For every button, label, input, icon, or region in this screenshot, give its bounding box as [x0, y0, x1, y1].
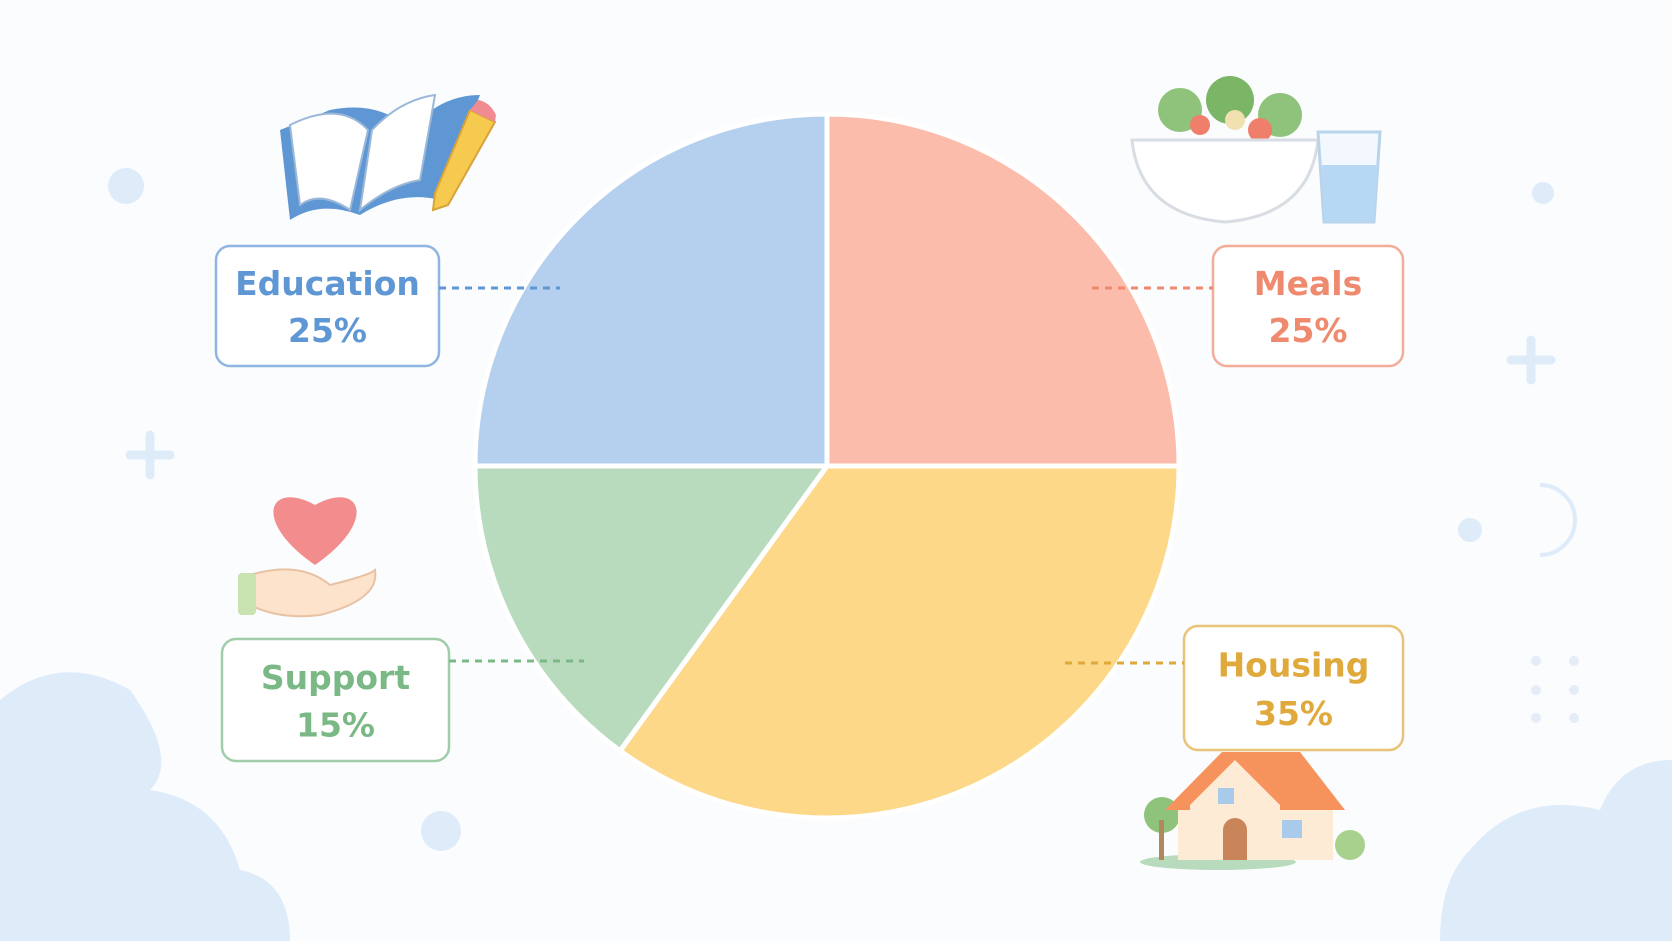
background-decoration [0, 168, 1672, 941]
pie-slice [472, 111, 830, 469]
house-icon [1140, 752, 1365, 870]
support-icon [238, 497, 377, 618]
value-label: 25% [288, 311, 367, 350]
value-label: 15% [296, 705, 375, 744]
category-label: Education [235, 264, 420, 303]
pie-slice [824, 111, 1182, 469]
salad-icon [1130, 76, 1382, 224]
book-icon [280, 93, 497, 220]
pie-slice [617, 463, 1182, 821]
label-box [214, 244, 441, 368]
label-box [1211, 244, 1405, 368]
value-label: 25% [1269, 311, 1348, 350]
labels: Meals 25% Housing 35% Support 15% Education 25% [214, 244, 1405, 763]
pie-slice [472, 463, 830, 754]
value-label: 35% [1254, 694, 1333, 733]
category-label: Housing [1218, 645, 1370, 684]
category-label: Meals [1254, 264, 1362, 303]
label-box [1182, 624, 1405, 752]
label-box [220, 637, 451, 763]
category-label: Support [261, 658, 410, 697]
pie [472, 111, 1182, 821]
